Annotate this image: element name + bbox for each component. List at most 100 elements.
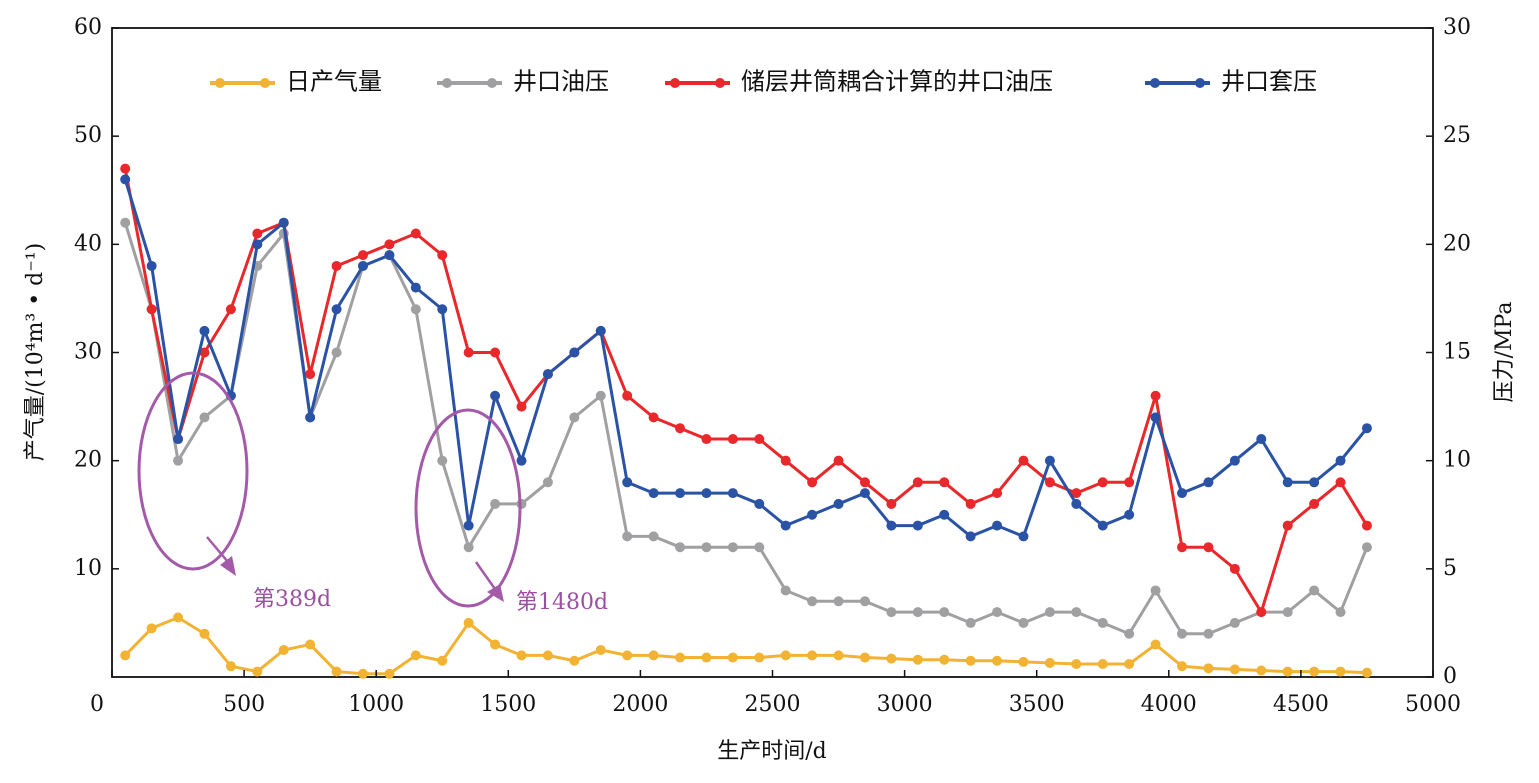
data-point	[1335, 455, 1346, 466]
data-point	[1203, 477, 1214, 488]
data-point	[648, 531, 659, 542]
data-point	[1071, 607, 1082, 618]
legend-label: 井口油压	[513, 68, 609, 96]
data-point	[252, 228, 263, 239]
data-point	[1282, 477, 1293, 488]
data-point	[1044, 477, 1055, 488]
data-point	[384, 239, 395, 250]
data-point	[1309, 477, 1320, 488]
data-point	[595, 325, 606, 336]
data-point	[199, 412, 210, 423]
data-point	[463, 347, 474, 358]
data-point	[886, 498, 897, 509]
data-point	[780, 650, 791, 661]
series-line	[123, 222, 1369, 636]
y2-axis-label: 压力/MPa	[1492, 302, 1517, 403]
legend-label: 日产气量	[286, 68, 382, 96]
data-point	[622, 650, 633, 661]
data-point	[1097, 477, 1108, 488]
data-point	[1150, 639, 1161, 650]
legend-label: 储层井筒耦合计算的井口油压	[741, 68, 1053, 96]
data-point	[727, 542, 738, 553]
data-point	[595, 644, 606, 655]
data-point	[807, 477, 818, 488]
data-point	[859, 596, 870, 607]
data-point	[1044, 607, 1055, 618]
y2-tick-label: 20	[1443, 231, 1471, 256]
data-point	[1203, 628, 1214, 639]
data-point	[886, 520, 897, 531]
data-point	[859, 488, 870, 499]
x-tick-label: 1000	[348, 692, 404, 717]
x-tick-label: 4500	[1273, 692, 1329, 717]
data-point	[1309, 498, 1320, 509]
data-point	[701, 542, 712, 553]
data-point	[1361, 542, 1372, 553]
data-point	[727, 488, 738, 499]
legend-label: 井口套压	[1221, 68, 1317, 96]
data-point	[437, 655, 448, 666]
data-point	[120, 650, 131, 661]
data-point	[912, 477, 923, 488]
data-point	[1071, 659, 1082, 670]
legend-item: 井口油压	[437, 68, 609, 96]
x-tick-label: 0	[90, 692, 104, 717]
data-point	[1282, 666, 1293, 677]
y2-tick-label: 10	[1443, 448, 1471, 473]
data-point	[648, 412, 659, 423]
data-point	[1018, 455, 1029, 466]
data-point	[225, 304, 236, 315]
data-point	[1203, 542, 1214, 553]
data-point	[1177, 661, 1188, 672]
data-point	[278, 644, 289, 655]
data-point	[569, 655, 580, 666]
data-point	[120, 163, 131, 174]
y-tick-label: 60	[74, 15, 102, 40]
data-point	[1256, 434, 1267, 445]
data-point	[490, 390, 501, 401]
data-point	[569, 412, 580, 423]
annotation: 第389d	[253, 587, 331, 612]
data-point	[437, 250, 448, 261]
data-point	[305, 639, 316, 650]
data-point	[173, 434, 184, 445]
data-point	[252, 239, 263, 250]
y-tick-label: 20	[74, 448, 102, 473]
data-point	[1071, 488, 1082, 499]
legend-item: 日产气量	[210, 68, 382, 96]
data-point	[754, 542, 765, 553]
data-point	[173, 455, 184, 466]
data-point	[701, 652, 712, 663]
data-point	[1071, 498, 1082, 509]
data-point	[1256, 665, 1267, 676]
data-point	[569, 347, 580, 358]
legend-marker	[670, 78, 680, 88]
data-point	[199, 347, 210, 358]
data-point	[1097, 617, 1108, 628]
data-point	[992, 520, 1003, 531]
data-point	[754, 434, 765, 445]
data-point	[1150, 585, 1161, 596]
data-point	[1309, 585, 1320, 596]
data-point	[1335, 666, 1346, 677]
data-point	[675, 652, 686, 663]
data-point	[912, 520, 923, 531]
legend-marker	[1150, 78, 1160, 88]
y2-tick-label: 30	[1443, 15, 1471, 40]
y-axis-label: 产气量/(10⁴m³ • d⁻¹)	[23, 243, 48, 462]
data-point	[1177, 488, 1188, 499]
x-tick-label: 1500	[480, 692, 536, 717]
annotation-ellipse	[414, 408, 522, 608]
data-point	[120, 217, 131, 228]
data-point	[146, 260, 157, 271]
data-point	[331, 666, 342, 677]
data-point	[675, 423, 686, 434]
data-point	[1124, 509, 1135, 520]
data-point	[912, 607, 923, 618]
data-point	[410, 650, 421, 661]
y2-tick-label: 15	[1443, 340, 1471, 365]
data-point	[1150, 390, 1161, 401]
plot-area	[120, 163, 1372, 679]
data-point	[939, 509, 950, 520]
